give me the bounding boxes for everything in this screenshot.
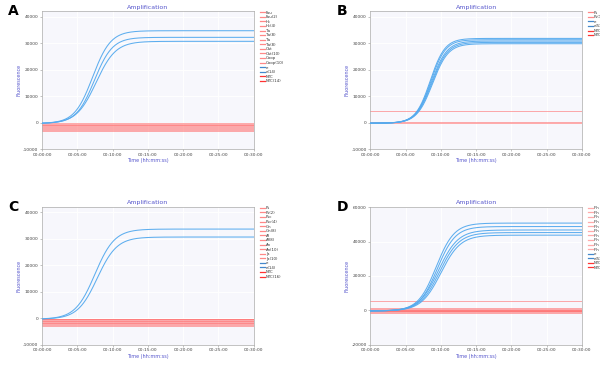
Title: Amplification: Amplification: [127, 5, 169, 9]
Y-axis label: Fluorescence: Fluorescence: [17, 260, 22, 292]
Legend: Ps, Ps(2), Psc, Psc(4), Gn, Gn(8), Al, Al(8), Ao, Ao(10), Ja, Ja(10), e, e(14), : Ps, Ps(2), Psc, Psc(4), Gn, Gn(8), Al, A…: [260, 206, 281, 279]
Title: Amplification: Amplification: [127, 200, 169, 205]
Legend: Fh Rep 1, Fh Rep 2(2), Fh Rep 3, Fh Rep 2(4), Fh Rep 4, Fh Rep 2(8), Fh Rep 6, F: Fh Rep 1, Fh Rep 2(2), Fh Rep 3, Fh Rep …: [588, 206, 600, 270]
Title: Amplification: Amplification: [455, 200, 497, 205]
X-axis label: Time (hh:mm:ss): Time (hh:mm:ss): [127, 158, 169, 163]
Text: C: C: [8, 200, 19, 214]
X-axis label: Time (hh:mm:ss): Time (hh:mm:ss): [455, 158, 497, 163]
Text: B: B: [337, 5, 347, 19]
Y-axis label: Fluorescence: Fluorescence: [345, 260, 350, 292]
Title: Amplification: Amplification: [455, 5, 497, 9]
Text: D: D: [337, 200, 348, 214]
X-axis label: Time (hh:mm:ss): Time (hh:mm:ss): [127, 354, 169, 359]
X-axis label: Time (hh:mm:ss): Time (hh:mm:ss): [455, 354, 497, 359]
Text: A: A: [8, 5, 19, 19]
Legend: Fau, Fau(2), Hc, Hc(4), Ta, Ta(8), Ta, Ta(8), Ost, Ost(10), Coop, Coop(10), e, e: Fau, Fau(2), Hc, Hc(4), Ta, Ta(8), Ta, T…: [260, 11, 284, 83]
Y-axis label: Fluorescence: Fluorescence: [17, 64, 22, 96]
Y-axis label: Fluorescence: Fluorescence: [345, 64, 350, 96]
Legend: Ps, Ps(10), e, e(5), NTC, NTC(14): Ps, Ps(10), e, e(5), NTC, NTC(14): [588, 11, 600, 38]
